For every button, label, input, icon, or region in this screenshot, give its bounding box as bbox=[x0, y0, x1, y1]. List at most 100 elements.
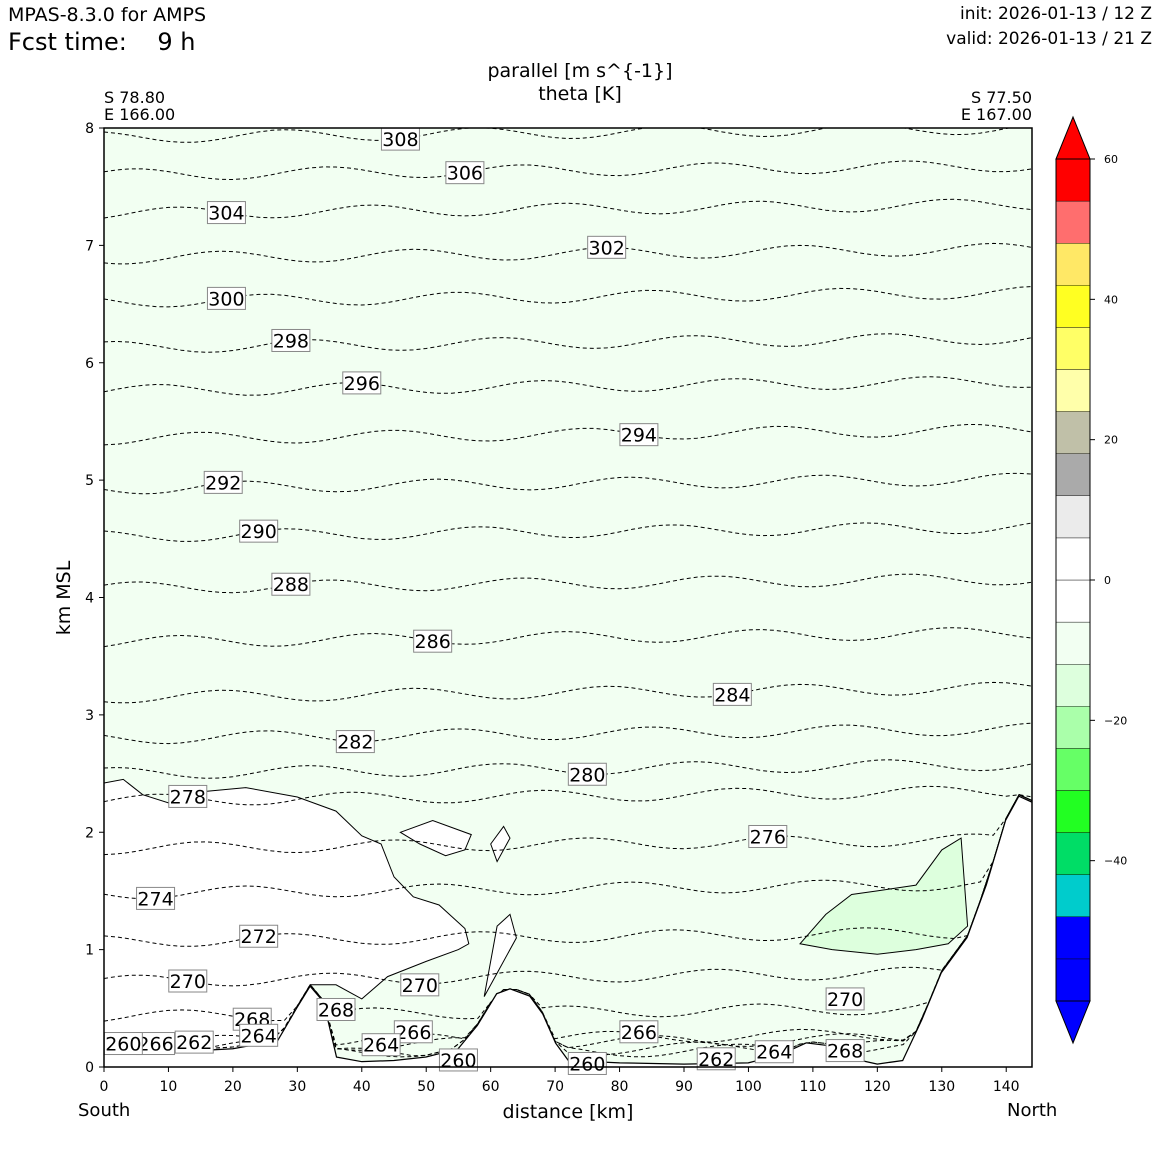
isentrope-274 bbox=[104, 794, 1032, 900]
theta-label-276: 276 bbox=[748, 824, 788, 848]
isentrope-294 bbox=[104, 423, 1032, 446]
label-text: 264 bbox=[756, 1042, 792, 1064]
isentrope-278 bbox=[104, 785, 1032, 806]
label-text: 304 bbox=[208, 203, 244, 225]
theta-label-264: 264 bbox=[239, 1023, 279, 1047]
theta-label-304: 304 bbox=[206, 201, 246, 225]
theta-label-290: 290 bbox=[239, 519, 279, 543]
colorbar-bin bbox=[1055, 874, 1091, 918]
label-text: 264 bbox=[363, 1035, 399, 1057]
label-text: 260 bbox=[569, 1053, 605, 1075]
x-tick-label: 80 bbox=[611, 1079, 629, 1095]
colorbar-bin bbox=[1055, 158, 1091, 202]
colorbar-tick-label: 60 bbox=[1104, 153, 1118, 166]
label-text: 296 bbox=[344, 373, 380, 395]
closed-contour bbox=[483, 913, 517, 997]
isentrope-282 bbox=[104, 722, 1032, 745]
theta-label-268: 268 bbox=[825, 1039, 865, 1063]
label-text: 286 bbox=[415, 631, 451, 653]
theta-label-264: 264 bbox=[754, 1040, 794, 1064]
colorbar-tick-label: 20 bbox=[1104, 434, 1118, 447]
theta-label-264: 264 bbox=[361, 1033, 401, 1057]
label-box bbox=[206, 286, 246, 310]
x-tick-label: 50 bbox=[417, 1079, 435, 1095]
y-tick-label: 4 bbox=[85, 591, 94, 607]
label-box bbox=[754, 1040, 794, 1064]
right-corner-lat: S 77.50 bbox=[970, 88, 1032, 107]
theta-label-270: 270 bbox=[168, 969, 208, 993]
y-tick-label: 1 bbox=[85, 943, 94, 959]
init-time: init: 2026-01-13 / 12 Z bbox=[959, 4, 1152, 24]
x-tick-label: 40 bbox=[353, 1079, 371, 1095]
theta-label-272: 272 bbox=[239, 924, 279, 948]
theta-label-296: 296 bbox=[342, 371, 382, 395]
label-text: 260 bbox=[440, 1050, 476, 1072]
model-title: MPAS-8.3.0 for AMPS bbox=[8, 4, 207, 26]
left-corner-lon: E 166.00 bbox=[104, 105, 176, 124]
label-box bbox=[712, 682, 752, 706]
colorbar-extend-top bbox=[1055, 115, 1091, 160]
theta-label-288: 288 bbox=[271, 572, 311, 596]
y-tick-label: 5 bbox=[85, 473, 94, 489]
colorbar-bin bbox=[1055, 958, 1091, 1002]
label-box bbox=[271, 572, 311, 596]
y-tick-label: 2 bbox=[85, 825, 94, 841]
theta-label-270: 270 bbox=[400, 973, 440, 997]
theta-label-266: 266 bbox=[393, 1020, 433, 1044]
label-box bbox=[567, 762, 607, 786]
label-text: 274 bbox=[137, 888, 173, 910]
label-box bbox=[619, 423, 659, 447]
x-tick-label: 110 bbox=[800, 1079, 827, 1095]
isentrope-300 bbox=[104, 286, 1032, 308]
label-box bbox=[825, 1039, 865, 1063]
label-text: 308 bbox=[382, 129, 418, 151]
x-tick-label: 70 bbox=[546, 1079, 564, 1095]
label-box bbox=[393, 1020, 433, 1044]
label-text: 268 bbox=[318, 999, 354, 1021]
label-box bbox=[445, 161, 485, 185]
theta-label-260: 260 bbox=[438, 1048, 478, 1072]
label-text: 264 bbox=[241, 1025, 277, 1047]
label-text: 266 bbox=[621, 1022, 657, 1044]
label-box bbox=[619, 1020, 659, 1044]
label-box bbox=[239, 1023, 279, 1047]
colorbar-bin bbox=[1055, 495, 1091, 539]
label-box bbox=[316, 997, 356, 1021]
label-text: 272 bbox=[241, 926, 277, 948]
x-tick-label: 30 bbox=[288, 1079, 306, 1095]
label-box bbox=[174, 1030, 214, 1054]
colorbar-bin bbox=[1055, 621, 1091, 665]
negative-wind-region bbox=[799, 837, 969, 955]
theta-label-302: 302 bbox=[587, 235, 627, 259]
x-tick-label: 20 bbox=[224, 1079, 242, 1095]
isentrope-302 bbox=[104, 242, 1032, 265]
y-tick-label: 0 bbox=[85, 1060, 94, 1076]
x-tick-label: 0 bbox=[100, 1079, 109, 1095]
y-axis-label: km MSL bbox=[53, 560, 75, 635]
label-box bbox=[413, 629, 453, 653]
isentrope-298 bbox=[104, 333, 1032, 353]
valid-time: valid: 2026-01-13 / 21 Z bbox=[946, 29, 1152, 49]
label-text: 278 bbox=[170, 786, 206, 808]
colorbar-bin bbox=[1055, 327, 1091, 370]
theta-label-292: 292 bbox=[203, 470, 243, 494]
colorbar-bin bbox=[1055, 748, 1091, 791]
label-box bbox=[567, 1051, 607, 1075]
label-box bbox=[825, 987, 865, 1011]
x-tick-label: 60 bbox=[482, 1079, 500, 1095]
isentrope-306 bbox=[104, 160, 1032, 181]
theta-label-300: 300 bbox=[206, 286, 246, 310]
colorbar-bin bbox=[1055, 916, 1091, 960]
label-text: 292 bbox=[205, 472, 241, 494]
terrain bbox=[104, 795, 1032, 1067]
theta-label-268: 268 bbox=[316, 997, 356, 1021]
direction-south: South bbox=[78, 1100, 131, 1121]
x-axis-label: distance [km] bbox=[503, 1101, 634, 1123]
label-text: 262 bbox=[698, 1049, 734, 1071]
label-box bbox=[168, 969, 208, 993]
label-box bbox=[206, 201, 246, 225]
theta-label-278: 278 bbox=[168, 784, 208, 808]
theta-label-260: 260 bbox=[567, 1051, 607, 1075]
isentrope-276 bbox=[104, 794, 1032, 856]
x-tick-label: 130 bbox=[928, 1079, 955, 1095]
